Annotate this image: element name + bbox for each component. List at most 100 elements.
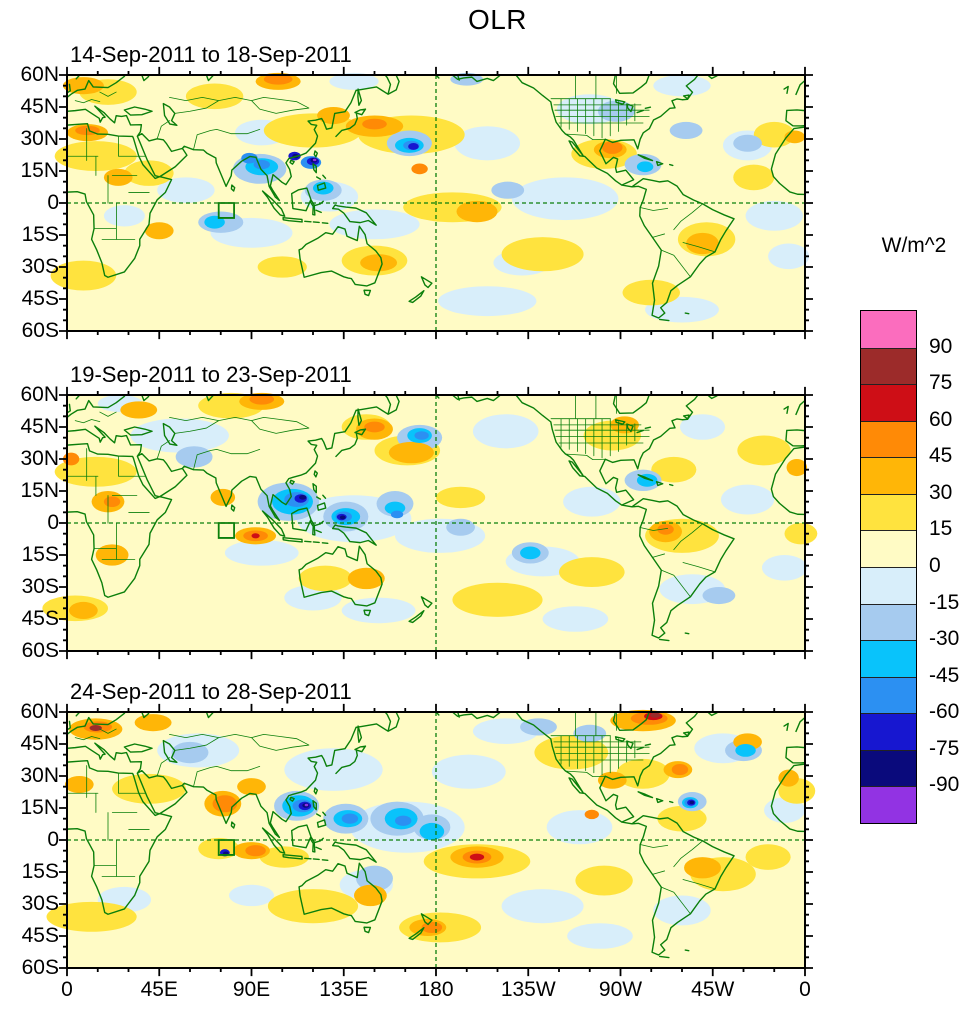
anomaly-blob — [653, 895, 711, 926]
map-panel-1: 14-Sep-2011 to 18-Sep-2011 60N 45N 30N 15N 0… — [20, 42, 805, 342]
colorbar-cell — [861, 347, 916, 385]
anomaly-blob — [520, 546, 541, 560]
colorbar-cell — [861, 420, 916, 458]
colorbar-tick-label: -60 — [929, 700, 960, 724]
anomaly-blob — [438, 286, 537, 317]
lat-axis-label: 60N — [20, 63, 59, 86]
anomaly-blob — [204, 215, 225, 229]
anomaly-blob — [414, 431, 429, 440]
lat-axis-label: 45N — [20, 415, 59, 438]
anomaly-blob — [69, 601, 98, 619]
anomaly-blob — [778, 769, 799, 787]
lat-axis-label: 60S — [21, 319, 59, 342]
colorbar-cell — [861, 786, 916, 823]
index-region-box — [219, 523, 234, 538]
lat-axis-label: 15N — [20, 796, 59, 819]
anomaly-blob — [454, 126, 521, 161]
map-frame — [67, 712, 805, 968]
anomaly-blob — [362, 118, 387, 130]
colorbar — [860, 310, 917, 824]
lat-axis-label: 30N — [20, 764, 59, 787]
panel-title: 19-Sep-2011 to 23-Sep-2011 — [70, 362, 352, 387]
lat-axis-label: 0 — [47, 511, 59, 534]
lon-axis-label: 135E — [319, 978, 369, 1001]
anomaly-blob — [241, 152, 258, 164]
anomaly-blob — [542, 606, 609, 632]
anomaly-blob — [573, 724, 607, 742]
anomaly-blob — [144, 222, 174, 240]
lat-axis-label: 0 — [47, 828, 59, 851]
anomaly-blob — [616, 758, 670, 789]
colorbar-tick-label: 45 — [929, 444, 953, 468]
colorbar-cell — [861, 749, 916, 787]
anomaly-blob — [679, 414, 726, 440]
anomaly-blob — [388, 441, 434, 464]
anomaly-blob — [317, 107, 350, 125]
anomaly-blob — [431, 754, 506, 789]
map-panel-3: 24-Sep-2011 to 28-Sep-2011 60N 45N 30N 15N 0… — [20, 679, 816, 979]
anomaly-blob — [602, 141, 623, 154]
lon-axis-label: 90W — [598, 978, 643, 1001]
lat-axis-label: 15S — [21, 860, 59, 883]
anomaly-blob — [341, 597, 416, 624]
anomaly-blob — [228, 884, 275, 907]
anomaly-blob — [103, 205, 145, 227]
anomaly-blob — [64, 776, 94, 794]
anomaly-blob — [419, 822, 445, 840]
anomaly-blob — [686, 232, 719, 255]
colorbar-tick-label: 90 — [929, 334, 953, 358]
lat-axis-label: 0 — [47, 191, 59, 214]
anomaly-blob — [354, 884, 387, 907]
anomaly-blob — [501, 889, 584, 924]
anomaly-blob — [446, 518, 475, 536]
anomaly-blob — [720, 484, 775, 515]
anomaly-blob — [657, 805, 707, 832]
anomaly-blob — [684, 857, 721, 879]
anomaly-blob — [134, 714, 172, 732]
anomaly-blob — [103, 168, 133, 186]
axis-ticks — [59, 387, 813, 659]
anomaly-blob — [469, 853, 485, 861]
anomaly-blob — [636, 161, 654, 173]
anomaly-blob — [689, 800, 695, 805]
anomaly-blob — [390, 510, 404, 519]
colorbar-tick-label: 0 — [929, 553, 941, 577]
colorbar-tick-label: -75 — [929, 736, 960, 760]
anomaly-blob — [185, 83, 244, 110]
anomaly-blob — [650, 712, 661, 718]
map-panel-2: 19-Sep-2011 to 23-Sep-2011 60N 45N 30N 15N 0… — [20, 362, 818, 662]
anomaly-blob — [653, 75, 711, 97]
colorbar-cell — [861, 384, 916, 421]
anomaly-blob — [224, 540, 299, 566]
anomaly-blob — [491, 181, 525, 199]
anomaly-blob — [267, 889, 359, 924]
lat-axis-label: 30N — [20, 447, 59, 470]
index-region-box — [219, 203, 234, 218]
anomaly-map — [42, 395, 818, 651]
lat-axis-label: 30S — [21, 255, 59, 278]
anomaly-blob — [559, 557, 625, 587]
anomaly-blob — [364, 421, 385, 433]
lat-axis-label: 45N — [20, 732, 59, 755]
anomaly-blob — [124, 160, 174, 186]
anomaly-blob — [472, 414, 539, 449]
colorbar-cell — [861, 566, 916, 604]
anomaly-blob — [786, 459, 808, 477]
anomaly-blob — [95, 544, 129, 566]
anomaly-blob — [395, 815, 412, 826]
lat-axis-label: 30S — [21, 575, 59, 598]
anomaly-blob — [761, 555, 808, 581]
anomaly-blob — [175, 446, 213, 468]
anomaly-blob — [62, 77, 104, 95]
anomaly-map — [46, 712, 816, 968]
anomaly-blob — [360, 254, 398, 272]
anomaly-blob — [501, 237, 584, 272]
colorbar-tick-label: 15 — [929, 517, 953, 541]
anomaly-blob — [50, 260, 117, 291]
anomaly-blob — [768, 243, 810, 270]
anomaly-map — [50, 75, 805, 331]
anomaly-blob — [702, 587, 736, 605]
anomaly-blob — [456, 200, 498, 223]
anomaly-blob — [341, 813, 359, 824]
